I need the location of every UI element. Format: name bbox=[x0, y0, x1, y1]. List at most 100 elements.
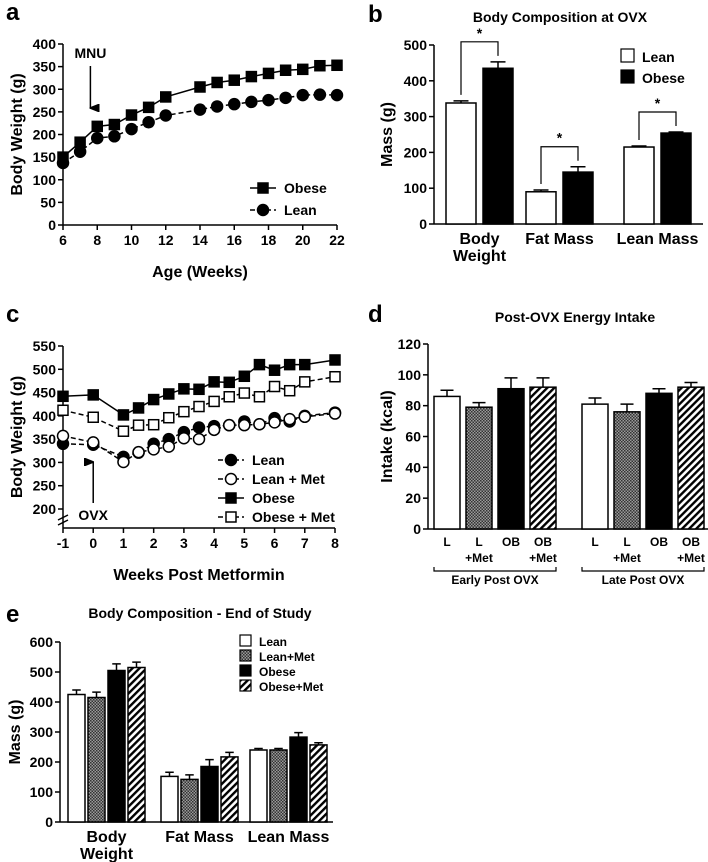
y-tick-label: 0 bbox=[45, 814, 53, 830]
significance-bracket bbox=[638, 111, 677, 140]
bar-obese bbox=[482, 67, 514, 225]
error-bar bbox=[92, 691, 101, 698]
significance-star: * bbox=[655, 95, 661, 111]
data-point bbox=[91, 131, 104, 145]
bar-lean-met bbox=[87, 696, 106, 823]
x-tick-label: 18 bbox=[261, 232, 277, 248]
data-point bbox=[87, 389, 99, 401]
data-point bbox=[207, 423, 221, 437]
data-point bbox=[147, 393, 160, 406]
group-bracket bbox=[433, 567, 557, 572]
bar-ob-met bbox=[677, 386, 705, 530]
panel-label-a: a bbox=[6, 0, 20, 26]
y-axis-title: Mass (g) bbox=[379, 102, 396, 167]
error-bar bbox=[570, 165, 586, 173]
data-point bbox=[222, 418, 236, 432]
y-tick-label: 80 bbox=[405, 398, 421, 414]
data-point bbox=[329, 354, 341, 366]
bar-lean-met bbox=[269, 749, 288, 823]
data-point bbox=[163, 388, 175, 400]
data-point bbox=[279, 64, 292, 76]
series-line bbox=[62, 412, 336, 463]
data-point bbox=[132, 419, 145, 431]
bar-obese bbox=[200, 765, 219, 823]
legend-marker bbox=[224, 472, 238, 486]
data-point bbox=[117, 425, 130, 437]
data-point bbox=[253, 358, 266, 371]
y-tick-label: 0 bbox=[48, 217, 56, 233]
x-tick-label: 6 bbox=[59, 232, 67, 248]
legend-label: Obese + Met bbox=[252, 509, 335, 525]
series-line bbox=[62, 375, 336, 433]
significance-star: * bbox=[477, 25, 483, 41]
legend-label: Lean bbox=[642, 49, 675, 65]
y-tick-label: 0 bbox=[413, 521, 421, 537]
data-point bbox=[238, 387, 251, 399]
y-tick-label: 100 bbox=[30, 784, 54, 800]
y-tick-label: 500 bbox=[33, 361, 57, 377]
data-point bbox=[253, 391, 266, 403]
data-point bbox=[228, 97, 241, 111]
data-point bbox=[210, 100, 224, 113]
legend-swatch bbox=[239, 649, 252, 662]
data-point bbox=[56, 156, 70, 170]
bar-lean bbox=[160, 775, 179, 823]
data-point bbox=[245, 70, 258, 83]
y-axis-title: Mass (g) bbox=[7, 700, 24, 765]
x-tick-label: -1 bbox=[57, 535, 70, 551]
panel-d-chart: 0 20 40 60 80 100 120 Post-OVX Energy Intake Int… bbox=[379, 309, 708, 587]
data-point bbox=[177, 431, 191, 445]
x-tick-label: 3 bbox=[180, 535, 188, 551]
bar-label: OB bbox=[682, 535, 700, 549]
category-label: Lean Mass bbox=[248, 829, 330, 846]
data-point bbox=[208, 376, 220, 388]
data-point bbox=[73, 145, 87, 158]
error-bar bbox=[668, 131, 684, 134]
y-tick-label: 350 bbox=[33, 59, 57, 75]
panel-e-chart: 0 100 200 300 400 500 600 Body Composition - En… bbox=[7, 605, 333, 862]
bar-l-met bbox=[465, 406, 493, 530]
category-label: Weight bbox=[80, 846, 134, 862]
legend-label: Obese+Met bbox=[259, 680, 323, 694]
data-point bbox=[193, 103, 207, 116]
data-point bbox=[193, 400, 205, 413]
error-bar bbox=[536, 377, 550, 388]
data-point bbox=[296, 88, 309, 102]
bar-obese-met bbox=[309, 744, 328, 823]
x-tick-label: 5 bbox=[240, 535, 248, 551]
data-point bbox=[132, 445, 145, 459]
error-bar bbox=[588, 397, 602, 405]
y-tick-label: 500 bbox=[404, 37, 428, 53]
error-bar bbox=[472, 401, 486, 408]
panel-label-b: b bbox=[368, 1, 383, 28]
legend-swatch bbox=[620, 69, 635, 84]
error-bar bbox=[631, 145, 647, 148]
panel-label-d: d bbox=[368, 301, 383, 328]
data-point bbox=[283, 412, 296, 426]
data-point bbox=[313, 88, 327, 101]
bar-obese bbox=[107, 669, 126, 823]
data-point bbox=[147, 418, 160, 431]
y-tick-label: 400 bbox=[30, 694, 54, 710]
data-point bbox=[297, 63, 309, 76]
bar-obese bbox=[660, 132, 692, 225]
data-point bbox=[279, 91, 292, 105]
panel-label-e: e bbox=[6, 601, 19, 628]
data-point bbox=[142, 116, 155, 129]
category-label: Body bbox=[87, 829, 127, 846]
x-tick-label: 10 bbox=[124, 232, 140, 248]
panel-label-c: c bbox=[6, 301, 19, 328]
data-point bbox=[268, 416, 281, 429]
data-point bbox=[178, 405, 190, 418]
data-point bbox=[262, 93, 275, 107]
error-bar bbox=[490, 61, 506, 69]
legend-marker bbox=[225, 511, 237, 523]
data-point bbox=[223, 391, 235, 403]
bar-obese-met bbox=[220, 756, 239, 823]
error-bar bbox=[620, 403, 634, 412]
y-tick-label: 20 bbox=[405, 490, 421, 506]
y-tick-label: 300 bbox=[33, 81, 57, 97]
y-tick-label: 300 bbox=[30, 724, 54, 740]
error-bar bbox=[453, 100, 469, 103]
y-tick-label: 200 bbox=[33, 501, 57, 517]
